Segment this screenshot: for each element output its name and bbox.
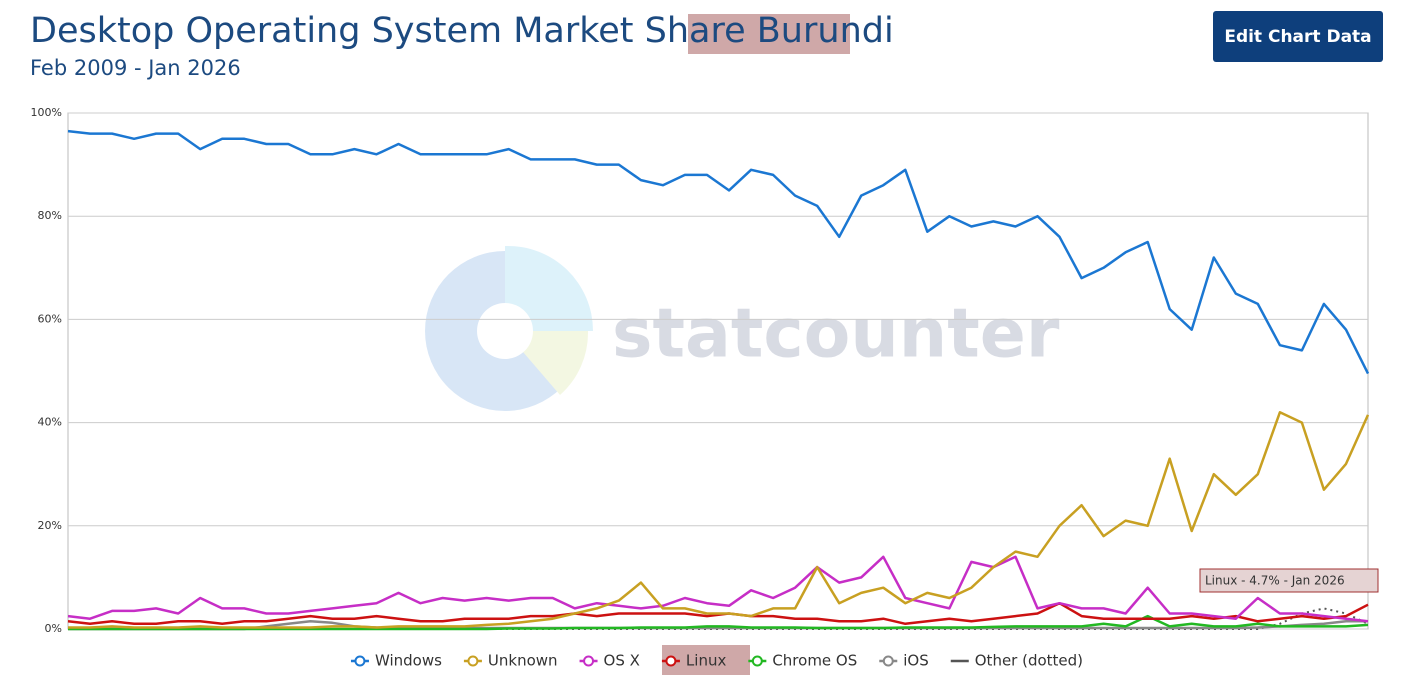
y-tick-label: 60% [38, 312, 62, 325]
title-text: Desktop Operating System Market Share [30, 11, 746, 51]
legend-marker [751, 655, 763, 667]
legend-marker [665, 655, 677, 667]
legend-label: Other (dotted) [975, 652, 1083, 670]
y-tick-label: 0% [45, 622, 62, 635]
legend-label: Windows [375, 652, 442, 670]
series-line [67, 601, 1369, 626]
legend-label: Unknown [488, 652, 558, 670]
highlight [688, 14, 850, 54]
y-tick-label: 20% [38, 519, 62, 532]
watermark: statcounter [612, 295, 1060, 374]
series-line [68, 411, 1370, 629]
chart-subtitle: Feb 2009 - Jan 2026 [30, 56, 241, 80]
tooltip-box [1199, 568, 1379, 593]
chart-title: Desktop Operating System Market Share Bu… [30, 11, 894, 51]
legend-label: iOS [903, 652, 929, 670]
legend-marker [467, 655, 479, 667]
series-line [68, 620, 1368, 631]
series-line [67, 555, 1369, 623]
tooltip: Linux - 4.7% - Jan 2026 [1205, 574, 1345, 588]
legend-marker [583, 655, 595, 667]
legend-marker [882, 655, 894, 667]
watermark-logo [425, 245, 594, 411]
legend-label: Chrome OS [772, 652, 857, 670]
edit-chart-data-button[interactable]: Edit Chart Data [1213, 11, 1383, 62]
y-tick-label: 100% [31, 106, 62, 119]
legend-marker [354, 655, 366, 667]
legend-label: Linux [686, 652, 727, 670]
y-tick-label: 40% [38, 416, 62, 429]
y-tick-label: 80% [38, 209, 62, 222]
title-country: Burundi [757, 11, 894, 51]
series-line [67, 129, 1370, 375]
legend-label: OS X [604, 652, 640, 670]
